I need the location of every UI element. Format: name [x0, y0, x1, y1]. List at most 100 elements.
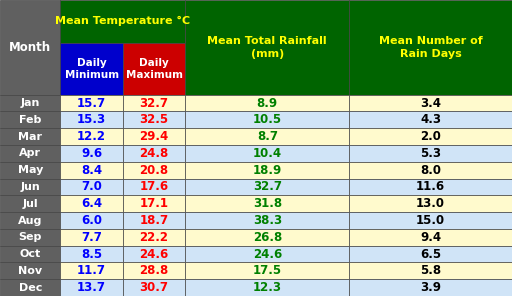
Text: 13.7: 13.7 [77, 281, 106, 294]
Bar [60, 145, 123, 162]
Text: 18.9: 18.9 [252, 164, 282, 177]
Text: 38.3: 38.3 [253, 214, 282, 227]
Bar [185, 229, 349, 246]
Bar [123, 246, 185, 263]
Text: 18.7: 18.7 [140, 214, 168, 227]
Text: 4.3: 4.3 [420, 113, 441, 126]
Bar [185, 112, 349, 128]
Text: 8.7: 8.7 [257, 130, 278, 143]
Text: 17.6: 17.6 [140, 181, 168, 194]
Text: 6.4: 6.4 [81, 197, 102, 210]
Bar [349, 145, 512, 162]
Text: Jul: Jul [23, 199, 38, 209]
Bar [185, 145, 349, 162]
Bar [349, 128, 512, 145]
Text: 3.9: 3.9 [420, 281, 441, 294]
Text: 20.8: 20.8 [140, 164, 168, 177]
Bar [123, 145, 185, 162]
Text: Mean Temperature °C: Mean Temperature °C [55, 16, 190, 27]
Text: Apr: Apr [19, 148, 41, 158]
Bar [349, 229, 512, 246]
Bar [0, 178, 60, 195]
Text: 29.4: 29.4 [139, 130, 169, 143]
Text: Daily
Maximum: Daily Maximum [125, 58, 183, 80]
Bar [123, 263, 185, 279]
Bar [0, 212, 60, 229]
Bar [0, 145, 60, 162]
Bar [123, 229, 185, 246]
Text: 24.6: 24.6 [139, 247, 169, 260]
Bar [0, 128, 60, 145]
Text: 26.8: 26.8 [252, 231, 282, 244]
Bar [0, 246, 60, 263]
Bar [185, 263, 349, 279]
Text: 12.2: 12.2 [77, 130, 106, 143]
Bar [123, 95, 185, 112]
Text: 3.4: 3.4 [420, 96, 441, 110]
Bar [349, 263, 512, 279]
Text: May: May [17, 165, 43, 175]
Bar [185, 178, 349, 195]
Text: 6.0: 6.0 [81, 214, 102, 227]
Text: 8.4: 8.4 [81, 164, 102, 177]
Text: 8.5: 8.5 [81, 247, 102, 260]
Bar [123, 212, 185, 229]
Text: 12.3: 12.3 [253, 281, 282, 294]
Text: Aug: Aug [18, 215, 42, 226]
Bar [60, 162, 123, 178]
Bar [60, 0, 185, 43]
Text: 17.5: 17.5 [253, 264, 282, 277]
Bar [60, 43, 123, 95]
Bar [0, 162, 60, 178]
Text: Mean Total Rainfall
(mm): Mean Total Rainfall (mm) [207, 36, 327, 59]
Text: 13.0: 13.0 [416, 197, 445, 210]
Bar [60, 178, 123, 195]
Bar [60, 212, 123, 229]
Bar [185, 95, 349, 112]
Bar [60, 112, 123, 128]
Text: 30.7: 30.7 [140, 281, 168, 294]
Text: Mar: Mar [18, 132, 42, 142]
Bar [185, 246, 349, 263]
Bar [349, 279, 512, 296]
Bar [60, 95, 123, 112]
Bar [349, 0, 512, 95]
Bar [123, 279, 185, 296]
Bar [0, 195, 60, 212]
Text: 11.7: 11.7 [77, 264, 106, 277]
Text: 17.1: 17.1 [140, 197, 168, 210]
Bar [349, 212, 512, 229]
Bar [349, 195, 512, 212]
Bar [0, 263, 60, 279]
Bar [0, 279, 60, 296]
Text: Sep: Sep [18, 232, 42, 242]
Text: 7.7: 7.7 [81, 231, 102, 244]
Text: 32.7: 32.7 [140, 96, 168, 110]
Text: 32.5: 32.5 [140, 113, 168, 126]
Text: 7.0: 7.0 [81, 181, 102, 194]
Text: 32.7: 32.7 [253, 181, 282, 194]
Text: 28.8: 28.8 [139, 264, 169, 277]
Text: 2.0: 2.0 [420, 130, 441, 143]
Text: 31.8: 31.8 [253, 197, 282, 210]
Text: Dec: Dec [18, 283, 42, 293]
Text: 8.0: 8.0 [420, 164, 441, 177]
Text: Jan: Jan [20, 98, 40, 108]
Bar [185, 212, 349, 229]
Text: Nov: Nov [18, 266, 42, 276]
Bar [123, 195, 185, 212]
Text: 9.6: 9.6 [81, 147, 102, 160]
Text: 5.3: 5.3 [420, 147, 441, 160]
Bar [0, 229, 60, 246]
Text: 15.7: 15.7 [77, 96, 106, 110]
Text: 6.5: 6.5 [420, 247, 441, 260]
Text: 22.2: 22.2 [140, 231, 168, 244]
Bar [123, 43, 185, 95]
Bar [185, 195, 349, 212]
Text: Mean Number of
Rain Days: Mean Number of Rain Days [379, 36, 482, 59]
Bar [0, 0, 60, 95]
Bar [60, 229, 123, 246]
Bar [123, 128, 185, 145]
Text: 9.4: 9.4 [420, 231, 441, 244]
Bar [60, 263, 123, 279]
